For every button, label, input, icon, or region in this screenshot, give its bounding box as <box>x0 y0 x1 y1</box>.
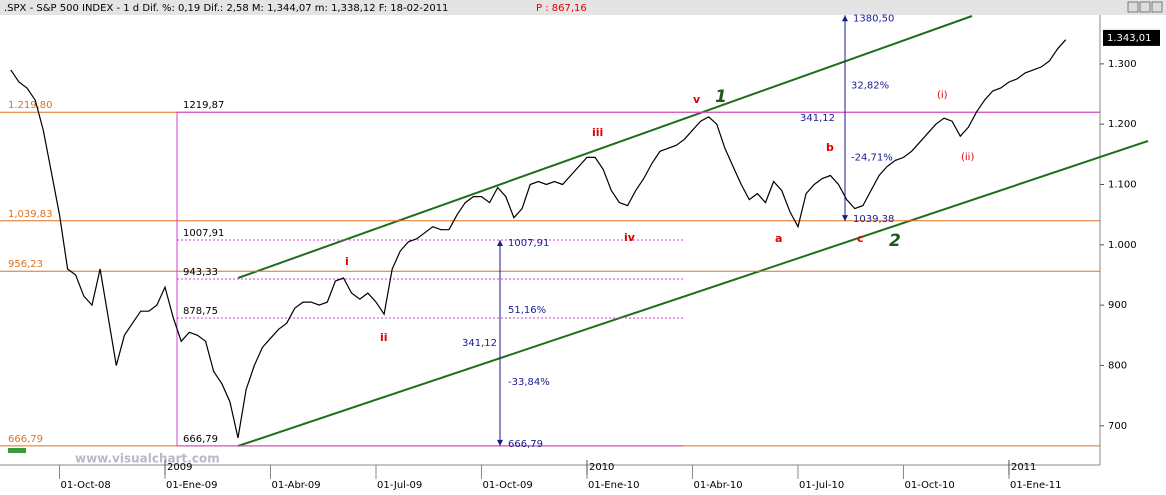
fib-label: 878,75 <box>183 306 218 317</box>
fib-label: 666,79 <box>183 434 218 445</box>
wave-label: c <box>857 232 864 245</box>
x-tick-label: 01-Oct-10 <box>904 480 954 491</box>
wave-label: (i) <box>937 90 948 101</box>
level-label: 666,79 <box>8 434 43 445</box>
wave-label: iv <box>624 231 636 244</box>
header-p: P : 867,16 <box>536 3 587 14</box>
fib-label: 1007,91 <box>183 228 224 239</box>
wave-label: 1 <box>715 87 727 107</box>
last-price-box <box>1103 29 1160 46</box>
measure-bottom: 1039,38 <box>853 214 894 225</box>
wave-label: i <box>345 255 349 268</box>
level-label: 956,23 <box>8 259 43 270</box>
wave-label: ii <box>380 331 388 344</box>
x-tick-label: 01-Jul-10 <box>799 480 844 491</box>
channel-upper <box>237 15 973 279</box>
wave-label: iii <box>592 126 603 139</box>
x-tick-label: 01-Oct-08 <box>61 480 111 491</box>
x-tick-label: 01-Abr-09 <box>271 480 320 491</box>
last-price-label: 1.343,01 <box>1107 33 1152 44</box>
marker <box>8 448 26 453</box>
header-bar <box>0 0 1166 15</box>
year-label: 2009 <box>167 462 192 473</box>
measure-up: 51,16% <box>508 305 546 316</box>
measure-top: 1380,50 <box>853 13 894 24</box>
y-tick-label: 1.300 <box>1108 59 1137 70</box>
measure-top: 1007,91 <box>508 238 549 249</box>
price-line <box>10 39 1067 439</box>
fib-label: 943,33 <box>183 267 218 278</box>
channel-lower <box>237 140 1149 447</box>
measure-range: 341,12 <box>800 113 835 124</box>
y-tick-label: 800 <box>1108 360 1127 371</box>
x-tick-label: 01-Ene-11 <box>1010 480 1061 491</box>
y-tick-label: 1.200 <box>1108 119 1137 130</box>
x-tick-label: 01-Oct-09 <box>482 480 532 491</box>
y-tick-label: 900 <box>1108 300 1127 311</box>
level-label: 1.219,80 <box>8 100 53 111</box>
level-label: 1,039,83 <box>8 209 53 220</box>
year-label: 2011 <box>1011 462 1036 473</box>
wave-label: b <box>826 141 834 154</box>
watermark: www.visualchart.com <box>75 452 220 466</box>
wave-label: (ii) <box>961 152 974 163</box>
wave-label: 2 <box>889 231 901 251</box>
close-button[interactable] <box>1151 1 1163 13</box>
measure-up: 32,82% <box>851 80 889 91</box>
y-tick-label: 1.100 <box>1108 180 1137 191</box>
wave-label: v <box>693 93 701 106</box>
measure-down: -24,71% <box>851 152 893 163</box>
x-tick-label: 01-Ene-09 <box>166 480 217 491</box>
y-tick-label: 1.000 <box>1108 240 1137 251</box>
max-button[interactable] <box>1139 1 1151 13</box>
header-text: .SPX - S&P 500 INDEX - 1 d Dif. %: 0,19 … <box>4 3 448 14</box>
measure-down: -33,84% <box>508 377 550 388</box>
x-tick-label: 01-Abr-10 <box>693 480 742 491</box>
fib-label: 1219,87 <box>183 100 224 111</box>
measure-bottom: 666,79 <box>508 439 543 450</box>
x-tick-label: 01-Jul-09 <box>377 480 422 491</box>
y-tick-label: 700 <box>1108 421 1127 432</box>
measure-range: 341,12 <box>462 338 497 349</box>
min-button[interactable] <box>1127 1 1139 13</box>
year-label: 2010 <box>589 462 614 473</box>
wave-label: a <box>775 232 782 245</box>
x-tick-label: 01-Ene-10 <box>588 480 639 491</box>
